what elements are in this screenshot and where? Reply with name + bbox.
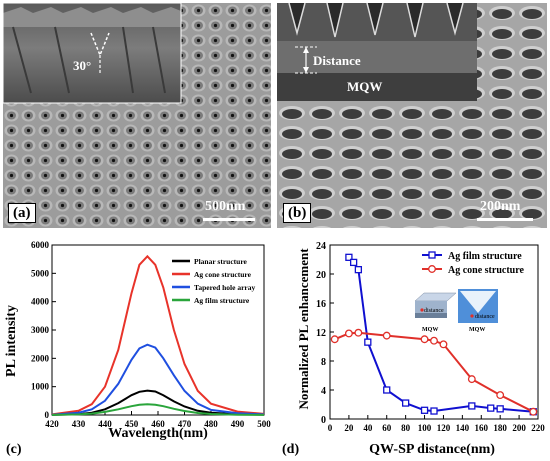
inset-cross-section-a bbox=[3, 3, 182, 104]
panel-label-c: (c) bbox=[6, 442, 22, 457]
inset-cross-section-b bbox=[277, 3, 477, 101]
x-tick-label-d: 100 bbox=[418, 423, 432, 433]
marker-square-d bbox=[468, 402, 476, 410]
y-axis-label-d: Normalized PL enhancement bbox=[296, 248, 311, 410]
x-tick-label-c: 440 bbox=[98, 419, 112, 429]
series-line-c-0 bbox=[51, 389, 265, 416]
legend-label-d-1: Ag cone structure bbox=[448, 265, 524, 276]
inset-distance-2: distance bbox=[475, 314, 495, 320]
legend-marker-d-0 bbox=[428, 251, 436, 259]
y-tick-label-d: 16 bbox=[316, 299, 326, 310]
legend-marker-d-1 bbox=[428, 265, 436, 273]
x-tick-label-d: 220 bbox=[531, 423, 545, 433]
x-tick-label-d: 120 bbox=[437, 423, 451, 433]
marker-square-d bbox=[364, 338, 372, 346]
x-tick-label-c: 480 bbox=[204, 419, 218, 429]
series-line-c-1 bbox=[51, 254, 265, 416]
y-tick-label-d: 20 bbox=[316, 270, 326, 281]
x-tick-label-d: 0 bbox=[328, 423, 333, 433]
panel-a: 30° (a) 500nm bbox=[3, 3, 271, 228]
marker-square-d bbox=[496, 405, 504, 413]
y-tick-label-d: 0 bbox=[321, 415, 326, 426]
series-line-d-1 bbox=[334, 331, 534, 413]
scale-bar-b bbox=[477, 218, 533, 221]
sem-image-b bbox=[277, 3, 547, 228]
scale-bar-a bbox=[203, 218, 255, 221]
y-tick-label-c: 2000 bbox=[31, 353, 50, 363]
marker-circle-d bbox=[382, 331, 391, 340]
marker-square-d bbox=[354, 266, 363, 274]
panel-label-b: (b) bbox=[283, 203, 312, 223]
y-tick-label-c: 1000 bbox=[31, 382, 50, 392]
y-tick-label-c: 0 bbox=[45, 410, 50, 420]
x-axis-label-c: Wavelength(nm) bbox=[108, 426, 208, 441]
x-tick-label-d: 60 bbox=[382, 423, 392, 433]
marker-circle-d bbox=[496, 391, 505, 400]
enhancement-chart: Normalized PL enhancement QW-SP distance… bbox=[282, 241, 545, 457]
x-tick-label-c: 490 bbox=[231, 419, 245, 429]
marker-circle-d bbox=[467, 375, 476, 384]
distance-label: Distance bbox=[313, 53, 361, 68]
scale-label-b: 200nm bbox=[480, 199, 521, 214]
y-tick-label-c: 4000 bbox=[31, 297, 50, 307]
mqw-label: MQW bbox=[347, 79, 383, 94]
x-axis-label-d: QW-SP distance(nm) bbox=[369, 442, 495, 457]
legend-label-c-1: Ag cone structure bbox=[194, 270, 252, 279]
x-tick-label-c: 420 bbox=[45, 419, 59, 429]
marker-square-d bbox=[487, 404, 495, 412]
panel-label-d: (d) bbox=[282, 442, 299, 457]
panel-label-a: (a) bbox=[8, 203, 36, 223]
x-tick-label-d: 80 bbox=[401, 423, 411, 433]
x-tick-label-c: 430 bbox=[72, 419, 86, 429]
series-line-c-2 bbox=[51, 343, 265, 416]
inset-distance-1: distance bbox=[424, 308, 444, 314]
marker-circle-d bbox=[439, 340, 448, 349]
inset-mqw-2: MQW bbox=[469, 327, 485, 333]
marker-circle-d bbox=[330, 335, 339, 344]
x-tick-label-d: 140 bbox=[456, 423, 470, 433]
marker-square-d bbox=[420, 406, 429, 414]
x-tick-label-d: 20 bbox=[344, 423, 354, 433]
series-line-c-3 bbox=[51, 403, 265, 416]
legend-label-c-2: Tapered hole array bbox=[194, 283, 255, 292]
legend-label-c-0: Planar structure bbox=[194, 257, 248, 266]
marker-circle-d bbox=[420, 335, 429, 344]
legend-label-c-3: Ag film structure bbox=[194, 296, 250, 305]
scale-label-a: 500nm bbox=[205, 199, 246, 214]
marker-circle-d bbox=[354, 328, 363, 337]
x-tick-label-d: 40 bbox=[363, 423, 373, 433]
marker-circle-d bbox=[529, 407, 538, 416]
marker-circle-d bbox=[344, 329, 353, 338]
marker-square-d bbox=[401, 399, 410, 407]
angle-label: 30° bbox=[73, 58, 92, 73]
x-tick-label-c: 470 bbox=[178, 419, 192, 429]
y-axis-label-c: PL intensity bbox=[4, 305, 19, 377]
pl-spectra-chart: PL intensity Wavelength(nm) (c) 420 430 44… bbox=[4, 240, 271, 457]
inset-mqw-1: MQW bbox=[422, 327, 438, 333]
y-tick-label-d: 4 bbox=[321, 386, 326, 397]
marker-square-d bbox=[430, 407, 438, 415]
x-tick-label-d: 180 bbox=[493, 423, 507, 433]
marker-square-d bbox=[349, 258, 358, 267]
marker-square-d bbox=[345, 253, 353, 261]
x-tick-label-d: 200 bbox=[512, 423, 526, 433]
y-tick-label-c: 6000 bbox=[31, 240, 50, 250]
y-tick-label-d: 8 bbox=[321, 357, 326, 368]
panel-b: Distance MQW (b) 200nm bbox=[277, 3, 547, 228]
schematic-inset: distance distance MQW MQW bbox=[414, 289, 498, 333]
x-tick-label-c: 500 bbox=[257, 419, 271, 429]
y-tick-label-d: 12 bbox=[316, 328, 326, 339]
y-tick-label-c: 3000 bbox=[31, 325, 50, 335]
sem-image-a bbox=[3, 3, 271, 228]
y-tick-label-c: 5000 bbox=[31, 268, 50, 278]
x-tick-label-c: 460 bbox=[151, 419, 165, 429]
marker-circle-d bbox=[430, 336, 438, 345]
y-tick-label-d: 24 bbox=[316, 241, 326, 252]
legend-label-d-0: Ag film structure bbox=[448, 251, 522, 262]
marker-square-d bbox=[383, 386, 391, 394]
x-tick-label-c: 450 bbox=[125, 419, 139, 429]
x-tick-label-d: 160 bbox=[475, 423, 489, 433]
